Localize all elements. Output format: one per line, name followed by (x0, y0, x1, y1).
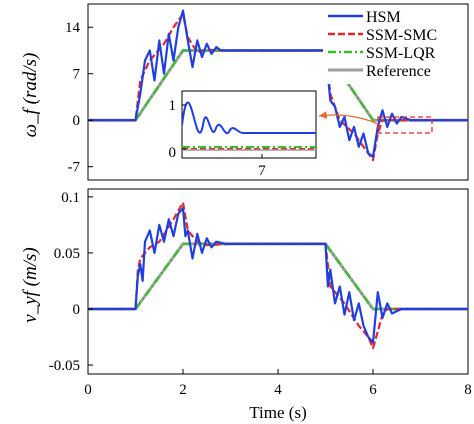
top-ytick-label: 7 (73, 67, 81, 83)
inset-plot: 1 0 7 (169, 90, 317, 179)
xtick-label: 4 (274, 382, 282, 398)
top-hsm-line (88, 9, 468, 158)
inset-ytick-1-label: 1 (169, 98, 177, 114)
legend: HSM SSM-SMC SSM-LQR Reference (323, 6, 466, 84)
inset-ytick-0-label: 0 (169, 145, 177, 161)
top-ytick-label: -7 (68, 160, 81, 176)
legend-hsm-label: HSM (366, 9, 401, 26)
inset-lines (182, 101, 316, 151)
x-axis-label: Time (s) (249, 403, 306, 422)
inset-xtick-label: 7 (258, 163, 266, 179)
top-panel: -7 0 7 14 ω_f (rad/s) 1 0 7 HSM (20, 3, 469, 181)
zoom-region-box (377, 116, 433, 134)
top-ytick-label: 0 (73, 113, 81, 129)
inset-hsm-line (182, 101, 316, 135)
xtick-label: 6 (369, 382, 377, 398)
bottom-ytick-label: -0.05 (49, 358, 80, 374)
bottom-axes-frame (87, 188, 469, 375)
top-y-axis-label: ω_f (rad/s) (20, 53, 41, 138)
bottom-hsm-line (88, 207, 468, 344)
legend-lqr-label: SSM-LQR (366, 45, 436, 62)
bottom-ytick-label: 0 (73, 302, 81, 318)
xtick-label: 0 (84, 382, 92, 398)
bottom-ytick-label: 0.1 (61, 190, 80, 206)
legend-smc-label: SSM-SMC (366, 27, 437, 44)
xtick-label: 2 (179, 382, 187, 398)
legend-reference-label: Reference (366, 63, 431, 80)
top-ytick-label: 14 (65, 20, 81, 36)
xtick-label: 8 (464, 382, 472, 398)
bottom-ytick-label: 0.05 (54, 246, 80, 262)
zoom-arrow (318, 111, 379, 125)
bottom-y-axis-label: v_yf (m/s) (20, 247, 41, 322)
